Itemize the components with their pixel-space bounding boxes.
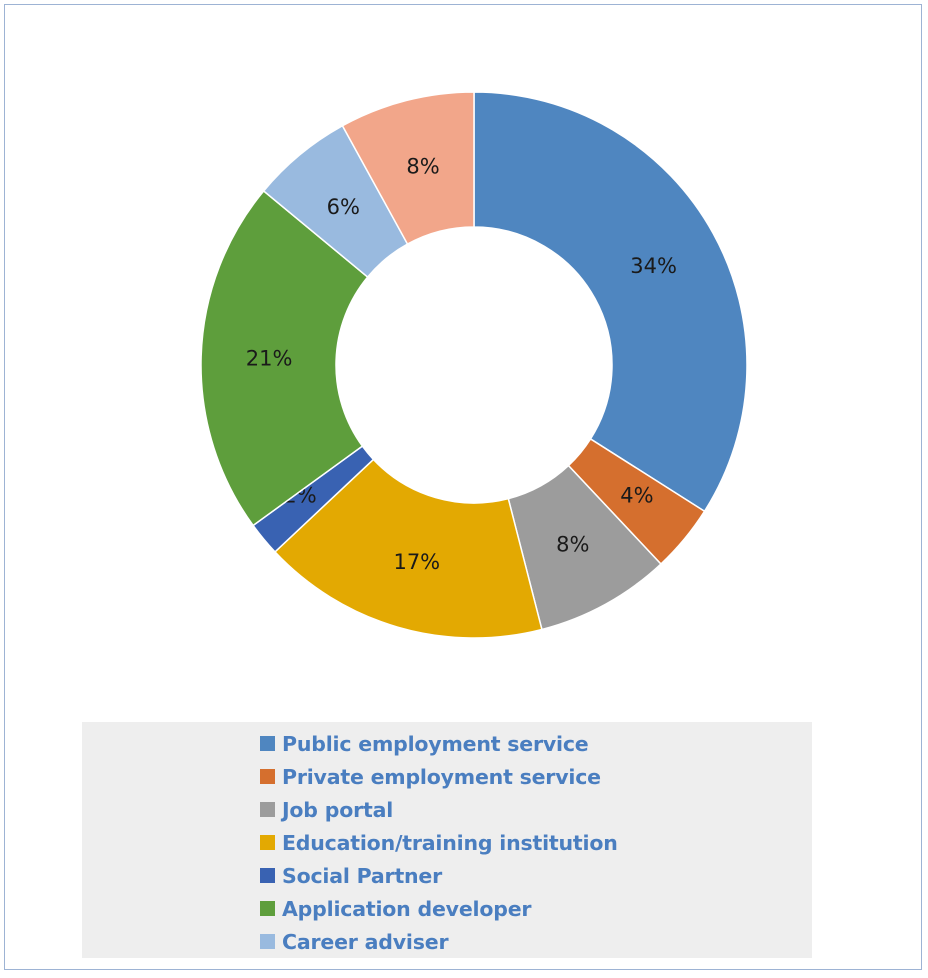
legend-swatch	[260, 934, 275, 949]
legend-label: Public employment service	[282, 731, 589, 756]
legend-swatch	[260, 802, 275, 817]
slice-label-3: 17%	[393, 550, 440, 574]
slice-label-0: 34%	[630, 254, 677, 278]
legend-label: Application developer	[282, 896, 532, 921]
donut-chart: 34%4%8%17%2%21%6%8%	[200, 91, 748, 639]
legend-item-social-partner: Social Partner	[260, 859, 812, 892]
legend-swatch	[260, 769, 275, 784]
slice-label-6: 6%	[327, 195, 360, 219]
legend-label: Career adviser	[282, 929, 449, 954]
legend-item-job-portal: Job portal	[260, 793, 812, 826]
legend-item-application-developer: Application developer	[260, 892, 812, 925]
legend-item-career-adviser: Career adviser	[260, 925, 812, 958]
legend-swatch	[260, 868, 275, 883]
slice-label-5: 21%	[246, 347, 293, 371]
legend-item-education-training-institution: Education/training institution	[260, 826, 812, 859]
legend-item-public-employment-service: Public employment service	[260, 727, 812, 760]
legend-label: Private employment service	[282, 764, 601, 789]
legend-swatch	[260, 835, 275, 850]
legend-item-private-employment-service: Private employment service	[260, 760, 812, 793]
legend-label: Job portal	[282, 797, 394, 822]
slice-0	[473, 91, 748, 513]
slice-3	[273, 458, 543, 639]
legend-swatch	[260, 901, 275, 916]
legend-label: Education/training institution	[282, 830, 618, 855]
slice-label-2: 8%	[556, 533, 589, 557]
legend: Public employment service Private employ…	[82, 722, 812, 958]
slice-7	[341, 91, 475, 246]
legend-label: Social Partner	[282, 863, 443, 888]
legend-swatch	[260, 736, 275, 751]
slice-5	[200, 189, 369, 527]
slice-label-7: 8%	[406, 154, 439, 178]
slice-label-1: 4%	[620, 484, 653, 508]
